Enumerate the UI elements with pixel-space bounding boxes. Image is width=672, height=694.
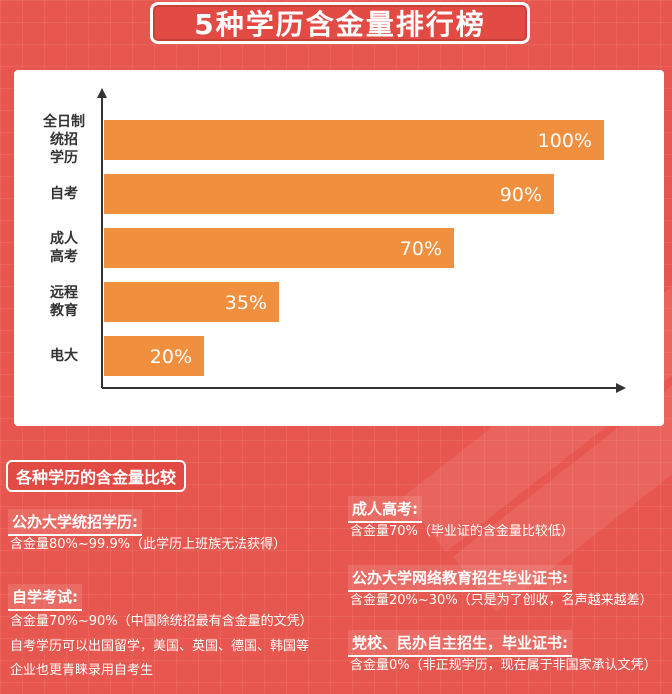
- desc-self-study-2: 自考学历可以出国留学，美国、英国、德国、韩国等: [10, 639, 310, 654]
- desc-public-university: 含金量80%~99.9%（此学历上班族无法获得）: [10, 537, 287, 552]
- bar: [104, 336, 204, 376]
- category-label-line: 自考: [50, 186, 78, 202]
- bar: [104, 174, 554, 214]
- category-label-line: 高考: [50, 249, 78, 265]
- data-label: 20%: [150, 346, 192, 368]
- heading-self-study: 自学考试:: [8, 584, 82, 611]
- category-label-line: 电大: [50, 348, 78, 364]
- category-label: 电大: [34, 347, 94, 365]
- x-axis-arrow: [616, 383, 626, 393]
- category-label: 全日制 统招 学历: [34, 113, 94, 167]
- desc-party-school: 含金量0%（非正规学历，现在属于非国家承认文凭）: [350, 658, 657, 673]
- heading-adult-exam: 成人高考:: [348, 496, 422, 523]
- data-label: 100%: [538, 130, 592, 152]
- desc-online-education: 含金量20%~30%（只是为了创收，名声越来越差）: [350, 593, 653, 608]
- bar: [104, 228, 454, 268]
- heading-online-education: 公办大学网络教育招生毕业证书:: [348, 565, 573, 592]
- bar: [104, 282, 279, 322]
- bar: [104, 120, 604, 160]
- category-label: 远程 教育: [34, 284, 94, 320]
- category-label: 自考: [34, 185, 94, 203]
- heading-party-school: 党校、民办自主招生，毕业证书:: [348, 630, 573, 657]
- desc-self-study-3: 企业也更青睐录用自考生: [10, 663, 154, 678]
- desc-self-study-1: 含金量70%~90%（中国除统招最有含金量的文凭）: [10, 614, 313, 629]
- data-label: 35%: [225, 292, 267, 314]
- category-label-line: 统招: [50, 132, 78, 148]
- category-label: 成人 高考: [34, 230, 94, 266]
- category-label-line: 全日制: [43, 114, 85, 130]
- category-label-line: 教育: [50, 303, 78, 319]
- data-label: 90%: [500, 184, 542, 206]
- y-axis-arrow: [97, 88, 107, 98]
- category-label-line: 成人: [50, 231, 78, 247]
- heading-public-university: 公办大学统招学历:: [8, 509, 142, 536]
- data-label: 70%: [400, 238, 442, 260]
- category-label-line: 学历: [50, 150, 78, 166]
- page-title: 5种学历含金量排行榜: [150, 2, 530, 44]
- category-label-line: 远程: [50, 285, 78, 301]
- bar-chart: 100% 90% 70% 35% 20%: [97, 88, 626, 393]
- desc-adult-exam: 含金量70%（毕业证的含金量比较低）: [350, 524, 574, 539]
- section-title: 各种学历的含金量比较: [6, 460, 187, 492]
- chart-card: 100% 90% 70% 35% 20% 全日制统招学历自考成人高考远程教育电大: [14, 70, 664, 426]
